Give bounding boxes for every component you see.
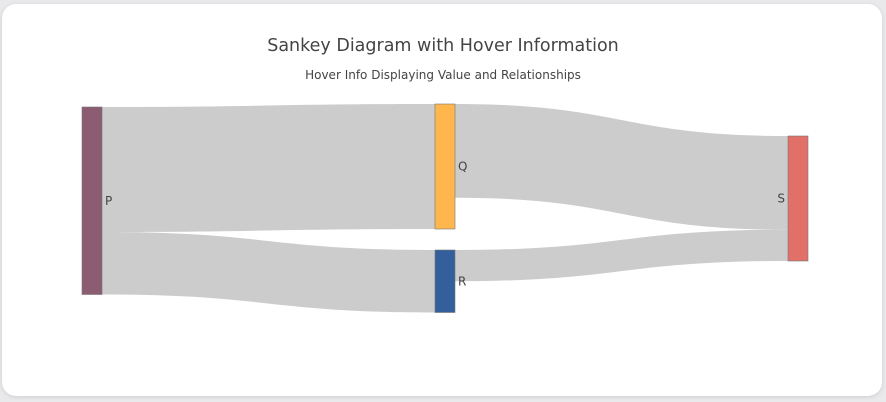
node-label-R: R — [458, 274, 466, 288]
node-Q[interactable] — [434, 103, 456, 230]
nodes-layer: P Q R S — [81, 103, 809, 313]
chart-subtitle: Hover Info Displaying Value and Relation… — [305, 68, 581, 82]
link-P-R[interactable] — [102, 232, 435, 313]
node-label-Q: Q — [458, 160, 467, 174]
node-S[interactable] — [787, 135, 809, 262]
node-label-P: P — [105, 194, 112, 208]
node-label-S: S — [777, 192, 785, 206]
node-P[interactable] — [81, 106, 103, 295]
link-Q-S[interactable] — [455, 104, 788, 230]
link-P-Q[interactable] — [102, 104, 435, 232]
link-R-S[interactable] — [455, 229, 788, 282]
chart-title: Sankey Diagram with Hover Information — [267, 36, 619, 56]
links-layer — [102, 104, 788, 313]
node-R[interactable] — [434, 249, 456, 313]
